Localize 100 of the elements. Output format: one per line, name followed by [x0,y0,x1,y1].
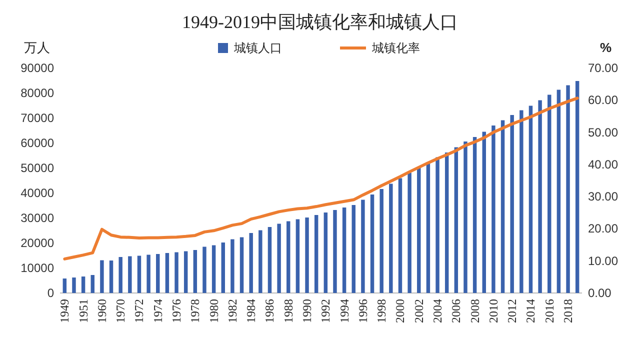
y2-tick-label: 40.00 [588,157,618,172]
bar [249,233,253,293]
bar [492,126,496,293]
y-tick-label: 20000 [20,236,54,250]
bar [240,237,244,293]
y2-tick-label: 60.00 [588,93,618,108]
x-tick-label: 1982 [225,299,240,323]
x-tick-label: 2012 [505,299,520,323]
x-tick-label: 2016 [542,299,556,323]
bar [193,250,198,293]
bar [118,257,122,293]
bar [137,256,142,293]
bar [361,200,365,293]
bar [510,115,514,293]
bar [286,221,290,293]
bar [370,194,374,293]
x-tick-label: 1998 [374,299,389,323]
bar [454,147,458,293]
x-tick-label: 1994 [337,299,352,323]
legend-label: 城镇化率 [371,41,420,55]
x-tick-label: 1972 [132,299,146,323]
bar [426,162,430,293]
y-tick-label: 30000 [20,211,54,225]
x-tick-label: 1996 [356,299,370,323]
line-series [63,96,579,260]
bar [90,275,94,293]
y-tick-label: 0 [47,286,54,300]
bar [389,184,393,293]
bar [174,252,178,293]
bar [575,81,580,293]
bar [230,239,234,293]
x-tick-label: 1978 [188,299,202,323]
y-tick-label: 70000 [20,111,54,125]
x-tick-label: 1951 [76,299,90,323]
bar [500,120,505,293]
bar [538,100,542,293]
bar [165,253,170,293]
x-tick-label: 2010 [486,299,500,323]
bar [408,172,412,293]
x-tick-label: 1990 [300,299,314,323]
bar [566,85,570,293]
bar [81,276,86,293]
bar [184,251,188,293]
x-tick-label: 2018 [561,299,576,323]
bar [258,230,262,293]
chart-title: 1949-2019中国城镇化率和城镇人口 [182,12,458,32]
y-axis-title: 万人 [24,40,50,55]
y2-tick-label: 10.00 [588,254,618,268]
bar [146,254,150,293]
bar [352,205,356,293]
bar [444,152,449,293]
bar [380,189,384,293]
bar [472,137,477,293]
bar [109,260,114,293]
bar [268,227,272,293]
bar [202,246,206,293]
bar [333,210,337,293]
bar [436,157,440,293]
bar [72,278,76,293]
y-tick-label: 50000 [20,161,54,175]
legend-label: 城镇人口 [233,41,282,55]
bar [212,245,216,293]
bar [548,94,552,293]
bar [62,278,67,293]
y-tick-label: 10000 [20,261,54,275]
x-tick-label: 1992 [318,299,333,323]
bar [556,90,561,293]
bar [324,212,328,293]
bar [221,242,225,293]
bar [296,219,300,293]
x-tick-label: 2002 [412,299,426,323]
y-tick-label: 80000 [20,86,54,100]
x-tick-label: 1980 [206,299,221,323]
bar [128,256,132,293]
y2-tick-label: 30.00 [588,190,618,204]
x-tick-label: 2014 [524,299,538,323]
bar [417,168,421,293]
y2-tick-label: 20.00 [588,222,618,236]
y-tick-label: 40000 [20,186,54,200]
bar [156,254,160,293]
bar [520,110,524,293]
x-tick-label: 1988 [281,299,296,323]
bar [305,218,309,293]
y2-tick-label: 50.00 [588,125,618,140]
bar [464,142,468,293]
x-tick-label: 1986 [262,299,277,323]
bar [314,215,318,293]
x-tick-label: 1974 [150,299,165,323]
x-tick-label: 1984 [244,299,258,323]
bar [342,208,346,293]
x-tick-label: 2008 [468,299,482,323]
bar [482,132,486,293]
bar [100,260,104,293]
y2-tick-label: 0.00 [588,286,612,300]
x-tick-label: 1949 [58,299,72,323]
y2-axis-title: % [600,40,612,55]
x-tick-label: 1970 [114,299,128,323]
y2-tick-label: 70.00 [588,61,618,75]
x-tick-label: 2006 [449,299,464,323]
y-tick-label: 90000 [20,61,54,75]
